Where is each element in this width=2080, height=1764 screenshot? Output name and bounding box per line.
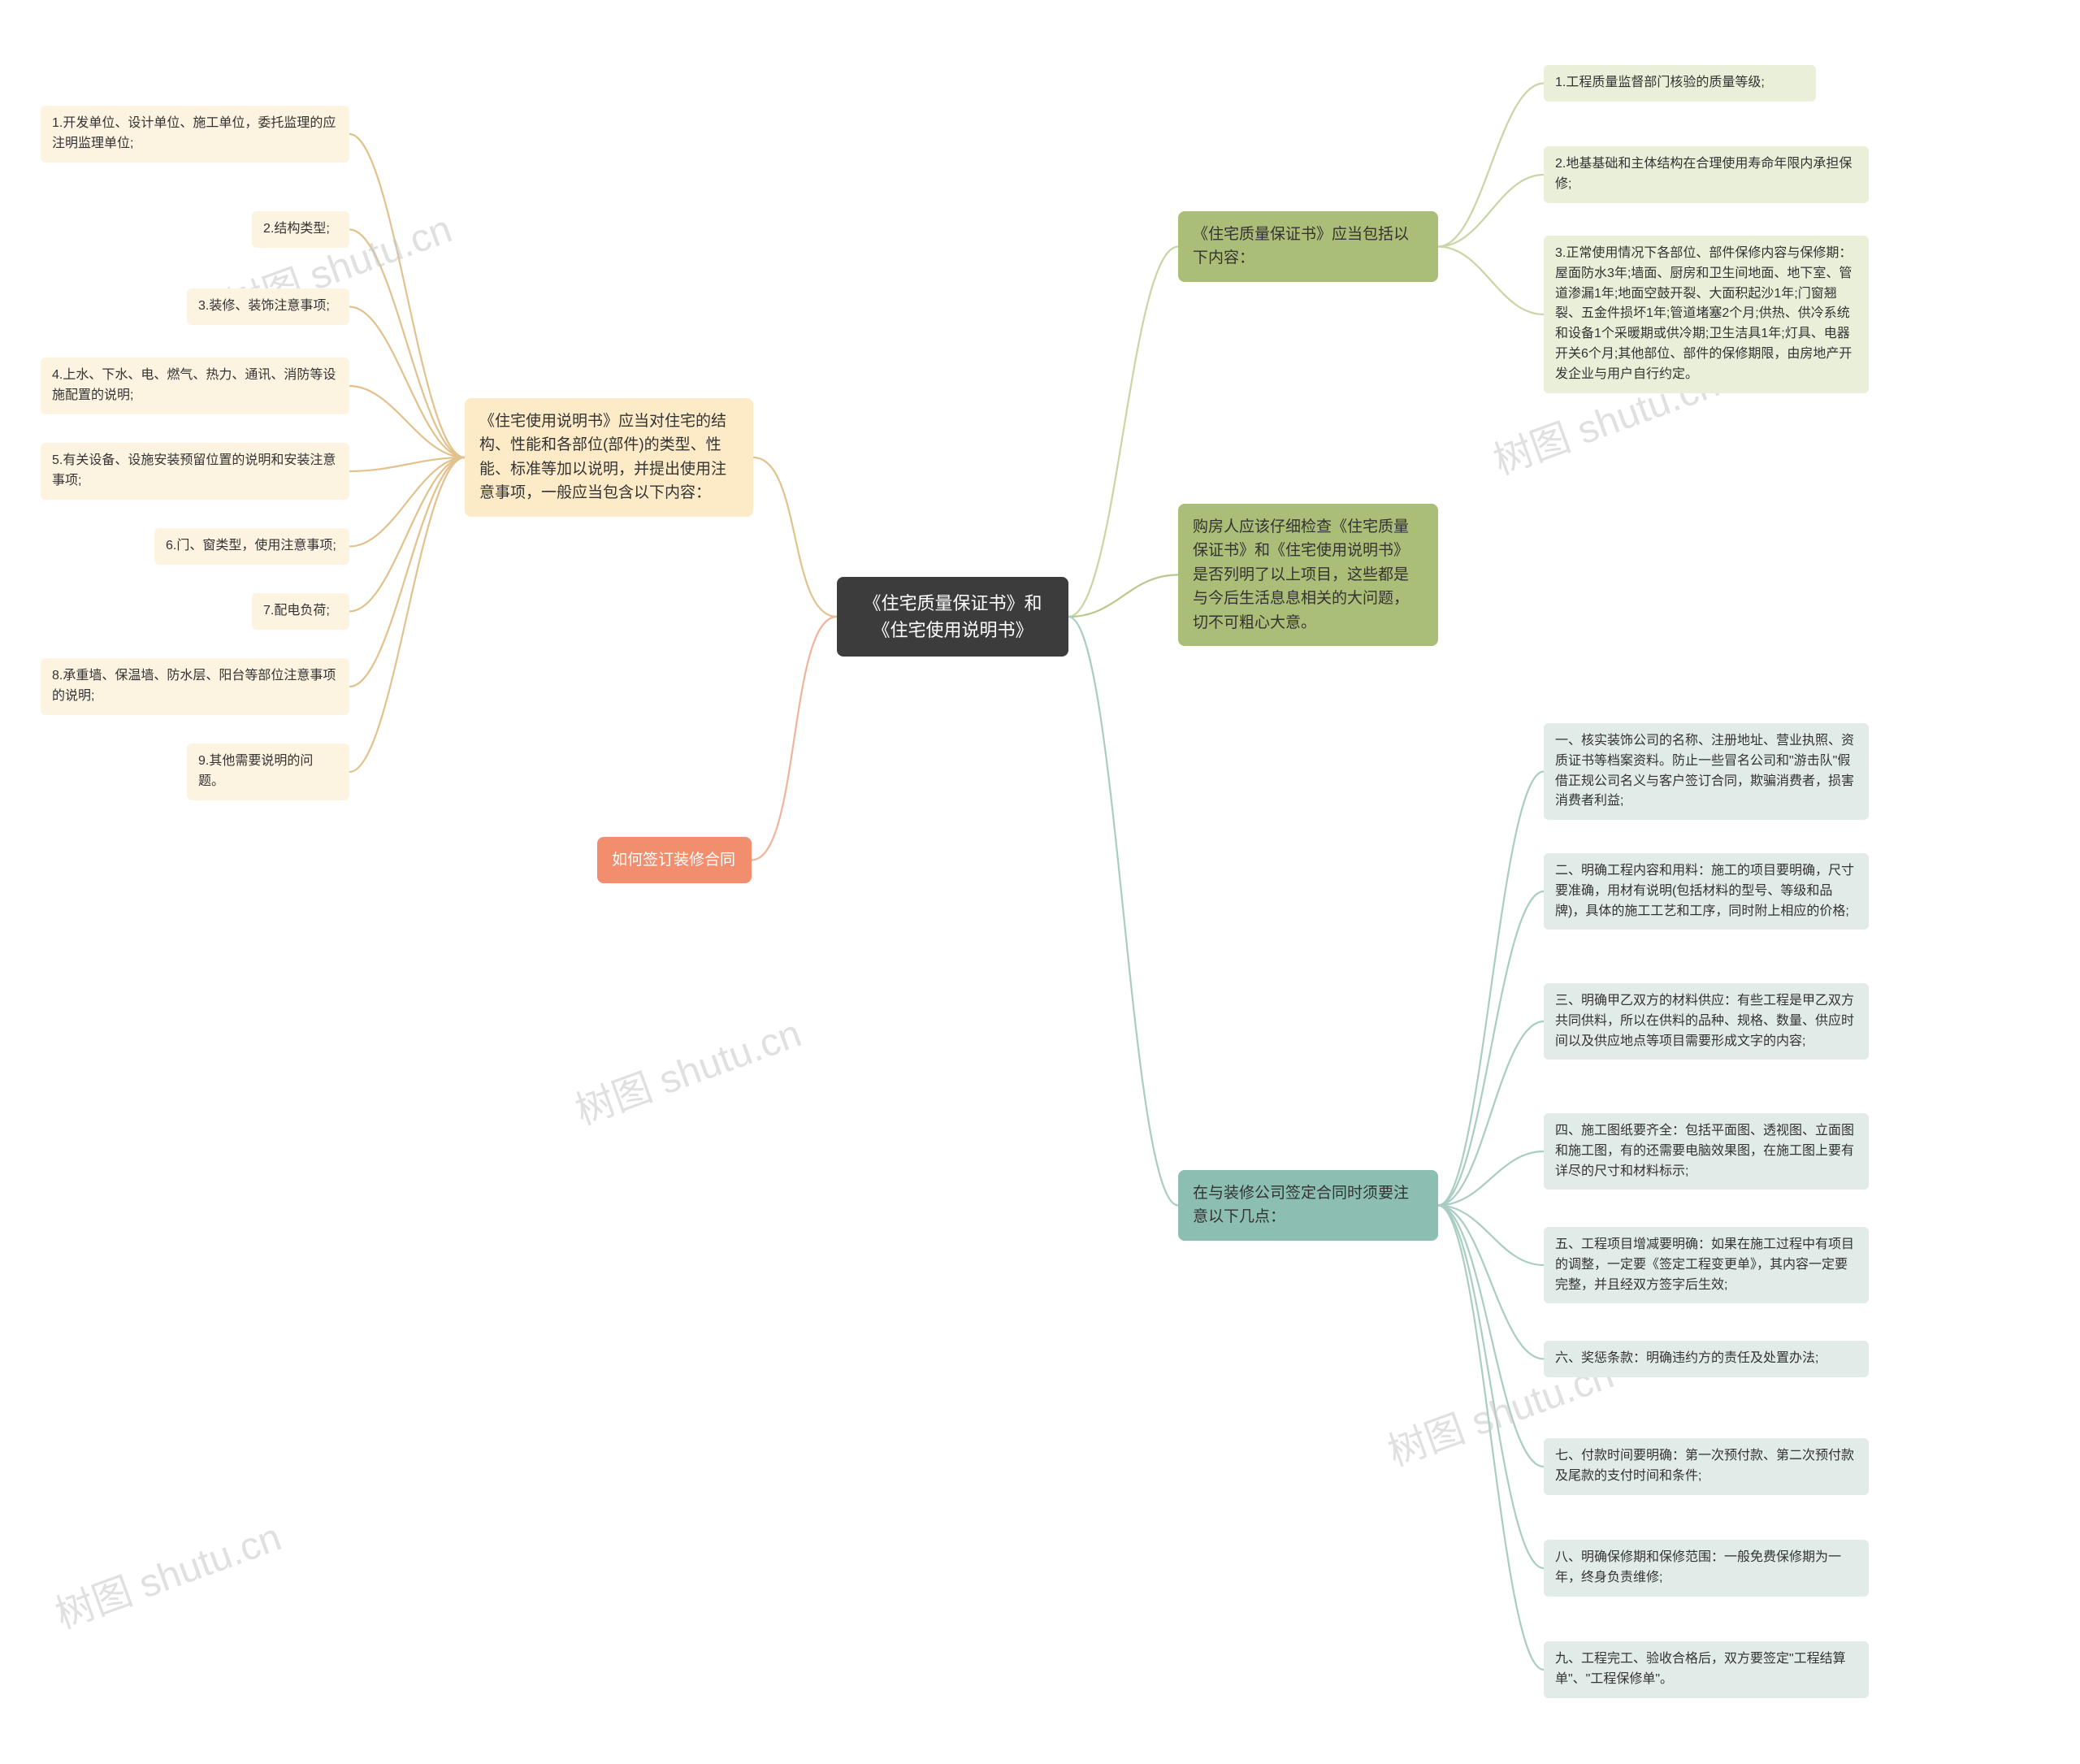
leaf: 四、施工图纸要齐全：包括平面图、透视图、立面图和施工图，有的还需要电脑效果图，在… <box>1544 1113 1869 1190</box>
leaf: 三、明确甲乙双方的材料供应：有些工程是甲乙双方共同供料，所以在供料的品种、规格、… <box>1544 983 1869 1060</box>
leaf: 五、工程项目增减要明确：如果在施工过程中有项目的调整，一定要《签定工程变更单》，… <box>1544 1227 1869 1303</box>
leaf: 七、付款时间要明确：第一次预付款、第二次预付款及尾款的支付时间和条件; <box>1544 1438 1869 1495</box>
branch-warranty: 《住宅质量保证书》应当包括以下内容： <box>1178 211 1438 282</box>
branch-buyer: 购房人应该仔细检查《住宅质量保证书》和《住宅使用说明书》是否列明了以上项目，这些… <box>1178 504 1438 646</box>
leaf: 六、奖惩条款：明确违约方的责任及处置办法; <box>1544 1341 1869 1377</box>
leaf: 9.其他需要说明的问题。 <box>187 743 349 800</box>
leaf: 3.装修、装饰注意事项; <box>187 288 349 325</box>
branch-contract_points: 在与装修公司签定合同时须要注意以下几点： <box>1178 1170 1438 1241</box>
leaf: 一、核实装饰公司的名称、注册地址、营业执照、资质证书等档案资料。防止一些冒名公司… <box>1544 723 1869 820</box>
leaf: 5.有关设备、设施安装预留位置的说明和安装注意事项; <box>41 443 349 500</box>
leaf: 7.配电负荷; <box>252 593 349 630</box>
leaf: 二、明确工程内容和用料：施工的项目要明确，尺寸要准确，用材有说明(包括材料的型号… <box>1544 853 1869 930</box>
leaf: 8.承重墙、保温墙、防水层、阳台等部位注意事项的说明; <box>41 658 349 715</box>
center-node: 《住宅质量保证书》和《住宅使用说明书》 <box>837 577 1068 657</box>
leaf: 3.正常使用情况下各部位、部件保修内容与保修期：屋面防水3年;墙面、厨房和卫生间… <box>1544 236 1869 393</box>
leaf: 1.开发单位、设计单位、施工单位，委托监理的应注明监理单位; <box>41 106 349 163</box>
leaf: 6.门、窗类型，使用注意事项; <box>154 528 349 565</box>
leaf: 2.地基基础和主体结构在合理使用寿命年限内承担保修; <box>1544 146 1869 203</box>
leaf: 八、明确保修期和保修范围：一般免费保修期为一年，终身负责维修; <box>1544 1540 1869 1597</box>
leaf: 4.上水、下水、电、燃气、热力、通讯、消防等设施配置的说明; <box>41 358 349 414</box>
leaf: 九、工程完工、验收合格后，双方要签定"工程结算单"、"工程保修单"。 <box>1544 1641 1869 1698</box>
watermark: 树图 shutu.cn <box>46 1505 288 1639</box>
branch-contract_sign: 如何签订装修合同 <box>597 837 752 883</box>
branch-manual: 《住宅使用说明书》应当对住宅的结构、性能和各部位(部件)的类型、性能、标准等加以… <box>465 398 753 517</box>
watermark: 树图 shutu.cn <box>566 1001 808 1135</box>
leaf: 2.结构类型; <box>252 211 349 248</box>
leaf: 1.工程质量监督部门核验的质量等级; <box>1544 65 1816 102</box>
